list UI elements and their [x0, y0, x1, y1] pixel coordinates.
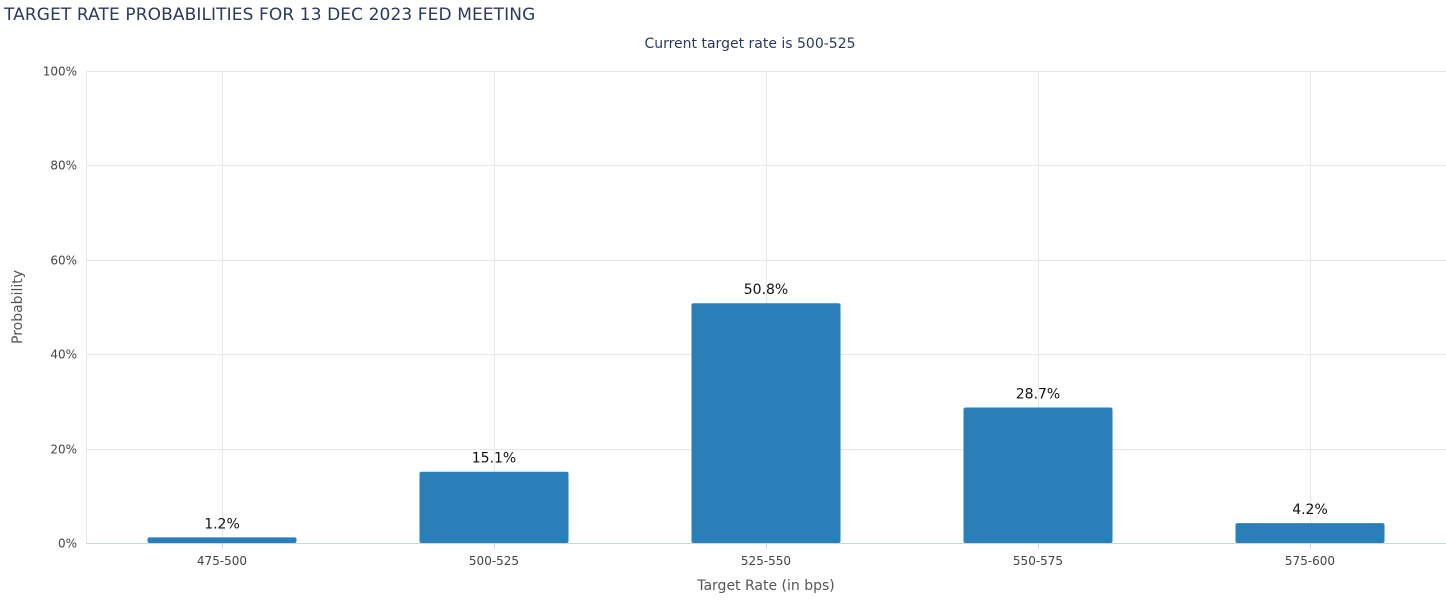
x-axis-title: Target Rate (in bps) [696, 578, 835, 594]
grid-lines [86, 71, 1446, 544]
y-tick-label: 60% [50, 254, 77, 268]
bar[interactable] [963, 407, 1113, 543]
bar[interactable] [419, 471, 569, 543]
x-tick-label: 550-575 [1013, 554, 1063, 568]
y-tick-label: 40% [50, 348, 77, 362]
axes: 0% 20% 40% 60% 80% 100% 475-500 500-525 525-550 5… [43, 65, 1446, 568]
y-tick-label: 100% [43, 65, 77, 79]
bar-data-label: 4.2% [1292, 502, 1328, 518]
bars [147, 303, 1385, 543]
bar[interactable] [147, 537, 297, 543]
bar-data-label: 15.1% [472, 451, 516, 467]
bar[interactable] [691, 303, 841, 543]
bar-data-label: 1.2% [204, 516, 240, 532]
y-axis-title: Probability [10, 270, 26, 344]
x-tick-label: 500-525 [469, 554, 519, 568]
bar[interactable] [1235, 523, 1385, 543]
y-tick-label: 20% [50, 443, 77, 457]
y-tick-label: 80% [50, 159, 77, 173]
bar-data-label: 50.8% [744, 282, 788, 298]
y-tick-label: 0% [58, 537, 77, 551]
x-tick-label: 575-600 [1285, 554, 1335, 568]
chart-subtitle: Current target rate is 500-525 [644, 36, 856, 52]
data-labels: 1.2% 15.1% 50.8% 28.7% 4.2% [204, 282, 1328, 532]
x-tick-label: 525-550 [741, 554, 791, 568]
x-tick-label: 475-500 [197, 554, 247, 568]
chart-title: TARGET RATE PROBABILITIES FOR 13 DEC 202… [4, 5, 536, 25]
bar-data-label: 28.7% [1016, 387, 1060, 403]
